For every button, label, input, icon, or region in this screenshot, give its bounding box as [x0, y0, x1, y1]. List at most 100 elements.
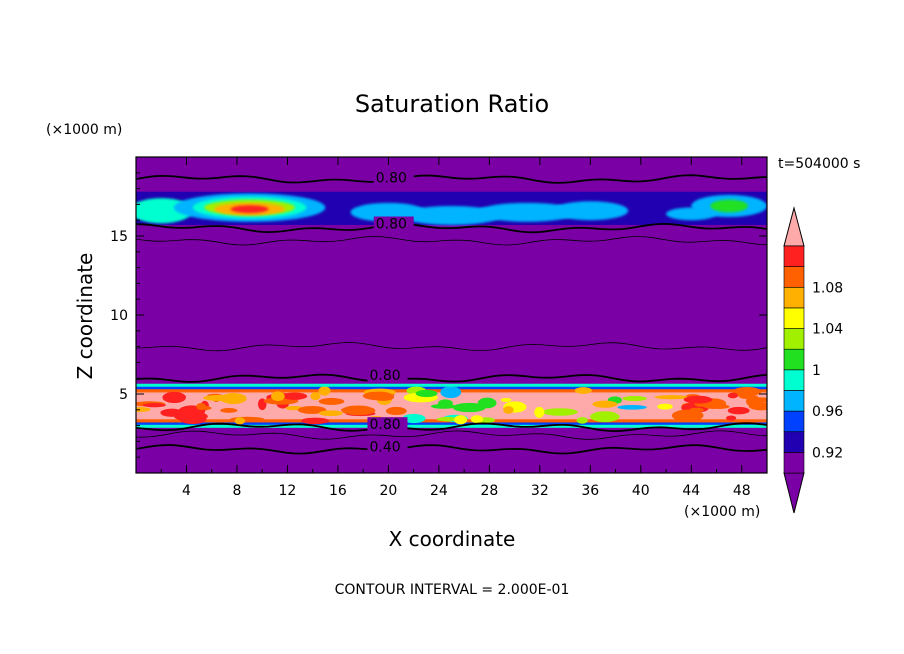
y-axis-label: Z coordinate [73, 253, 97, 380]
lower-cloud-cell [709, 404, 730, 409]
lower-cloud-cell [196, 402, 207, 411]
lower-cloud-cell [440, 386, 462, 399]
lower-cloud-cell [622, 395, 647, 402]
x-unit-label: (×1000 m) [684, 504, 760, 520]
contour-label-bg [373, 216, 414, 231]
lower-cloud-cell [203, 394, 239, 402]
colorbar-bin [783, 328, 805, 350]
lower-cloud-cell [300, 417, 330, 425]
x-tick-label: 20 [379, 483, 397, 499]
lower-cloud-cell [725, 415, 737, 421]
lower-cloud-cell [592, 400, 618, 408]
lower-cloud-cell [617, 404, 647, 410]
colorbar-bin [783, 369, 805, 391]
lower-cloud-cell [281, 392, 308, 400]
lower-cloud-cell [310, 392, 321, 401]
lower-band-bottom-edge [136, 424, 767, 428]
contour-label-text: 0.80 [376, 171, 407, 187]
lower-cloud-cell [430, 403, 457, 409]
contour-label-text: 0.80 [376, 217, 407, 233]
lower-cloud-cell [136, 407, 151, 412]
lower-cloud-cell [477, 397, 497, 409]
contour-line [136, 222, 767, 234]
y-tick-label: 15 [110, 229, 128, 245]
lower-cloud-cell [542, 408, 578, 416]
contour-line [136, 430, 767, 440]
contour-label: 0.80 [367, 417, 408, 433]
contour-label-bg [367, 439, 408, 454]
colorbar: 0.92 0.96 1 1.04 1.08 [783, 206, 843, 514]
colorbar-label: 0.92 [812, 445, 843, 461]
lower-cloud-cell [454, 415, 468, 425]
contour-label-text: 0.80 [369, 368, 400, 384]
contour-line [136, 174, 767, 184]
y-tick-label: 10 [110, 308, 128, 324]
lower-cloud-cell [452, 402, 486, 413]
saturation-field [136, 191, 767, 428]
lower-cloud-cell [160, 408, 184, 417]
lower-cloud-cell [436, 416, 459, 422]
lower-cloud-cell [671, 409, 704, 422]
colorbar-label: 1 [812, 363, 821, 379]
x-tick-label: 16 [329, 483, 347, 499]
colorbar-bin [783, 390, 805, 412]
upper-cloud-cell [401, 205, 502, 225]
lower-band-top-edge [136, 383, 767, 387]
lower-cloud-cell [234, 417, 246, 425]
lower-cloud-cell [727, 406, 750, 415]
contour-lines [136, 174, 767, 455]
lower-cloud-cell [500, 397, 512, 402]
lower-cloud-cell [574, 387, 593, 394]
colorbar-bottom-arrow [783, 472, 805, 514]
colorbar-bin [783, 410, 805, 433]
lower-cloud-cell [683, 395, 713, 404]
colorbar-bin [783, 452, 805, 474]
lower-cloud-cell [162, 391, 186, 404]
lower-cloud-cell [297, 405, 327, 414]
lower-cloud-cell [657, 403, 673, 410]
lower-cloud-cell [590, 411, 620, 423]
colorbar-bin [783, 266, 805, 288]
colorbar-label: 1.04 [812, 322, 843, 338]
contour-label-text: 0.80 [369, 417, 400, 433]
lower-cloud-cell [654, 395, 689, 400]
lower-cloud-cell [415, 389, 438, 398]
lower-cloud-cell [220, 408, 238, 413]
lower-cloud-cell [534, 406, 545, 418]
y-unit-label: (×1000 m) [46, 122, 122, 138]
lower-cloud-cell [402, 413, 426, 424]
colorbar-bin [783, 348, 805, 371]
upper-cloud-cell [476, 202, 578, 222]
contour-labels: 0.80 0.80 0.80 0.80 0.40 [367, 170, 414, 455]
x-tick-label: 32 [531, 483, 549, 499]
lower-cloud-cell [385, 406, 407, 416]
lower-cloud-cell [318, 397, 345, 405]
lower-cloud-cell [576, 417, 588, 424]
chart-title: Saturation Ratio [355, 90, 549, 118]
contour-label-bg [373, 170, 414, 185]
time-label: t=504000 s [778, 156, 860, 172]
lower-cloud-cell [727, 392, 739, 399]
lower-cloud-cell [362, 391, 394, 401]
colorbar-bin [783, 245, 805, 267]
upper-cloud-cell [710, 199, 749, 213]
contour-line [136, 342, 767, 352]
x-tick-label: 44 [682, 483, 700, 499]
contour-label: 0.80 [373, 170, 414, 187]
x-tick-label: 4 [182, 483, 191, 499]
contour-label-bg [367, 417, 408, 432]
colorbar-bin [783, 431, 805, 453]
colorbar-bin [783, 307, 805, 329]
contour-line [136, 444, 767, 455]
contour-label: 0.80 [367, 368, 408, 384]
lower-cloud-cell [746, 395, 761, 407]
x-axis-ticks: 4 8 12 16 20 24 28 32 36 40 44 48 [160, 157, 751, 499]
colorbar-label: 1.08 [812, 280, 843, 296]
lower-cloud-cell [503, 406, 514, 414]
lower-cloud-band [136, 383, 767, 428]
lower-cloud-cell [142, 403, 166, 408]
y-tick-label: 5 [119, 387, 128, 403]
x-tick-label: 36 [581, 483, 599, 499]
plot-area: 0.80 0.80 0.80 0.80 0.40 [135, 156, 768, 474]
